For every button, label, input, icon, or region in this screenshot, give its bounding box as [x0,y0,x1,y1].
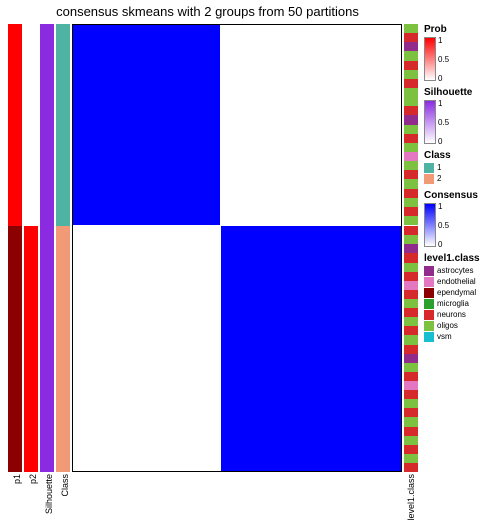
anno-label-class: Class [56,474,72,504]
anno-label-p1: p1 [8,474,24,504]
legend-silhouette: Silhouette10.50 [424,87,500,144]
consensus-heatmap [72,24,402,472]
anno-col-p1 [8,24,22,472]
right-annotation [404,24,418,472]
anno-label-p2: p2 [24,474,40,504]
anno-label-silhouette: Silhouette [40,474,56,504]
plot-title: consensus skmeans with 2 groups from 50 … [0,4,415,19]
anno-col-silhouette [40,24,54,472]
legend-class: Class12 [424,150,500,184]
anno-col-p2 [24,24,38,472]
legend-level1-class: level1.classastrocytesendothelialependym… [424,253,500,342]
legend-prob: Prob10.50 [424,24,500,81]
plot-area [8,24,418,472]
anno-col-class [56,24,70,472]
right-annotation-label: level1.class [406,474,416,521]
legend-consensus: Consensus10.50 [424,190,500,247]
column-labels: p1p2SilhouetteClass [8,474,76,504]
legends: Prob10.50 Silhouette10.50 Class12 Consensus… [424,24,500,348]
